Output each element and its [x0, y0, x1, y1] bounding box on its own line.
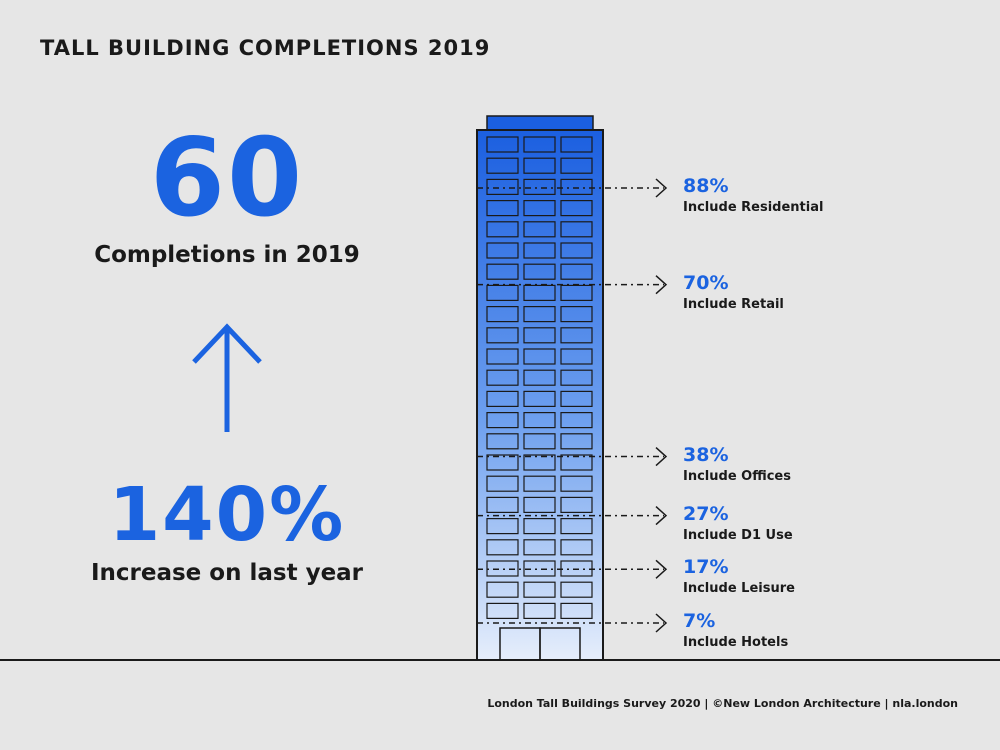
tower-window: [523, 136, 556, 153]
tower-window: [560, 602, 593, 620]
tower-window: [523, 581, 556, 598]
page-title: TALL BUILDING COMPLETIONS 2019: [40, 36, 491, 60]
tower-window: [523, 200, 556, 217]
tower-window: [560, 327, 593, 344]
tower-window: [560, 560, 593, 577]
callout-arrow-icon: [655, 613, 668, 633]
callout-percent: 70%: [683, 271, 729, 294]
tower-window: [523, 178, 556, 195]
tower-window: [523, 560, 556, 577]
tower-window: [523, 242, 556, 259]
tower-window: [523, 157, 556, 174]
tower-window: [486, 157, 519, 174]
tower-window: [523, 263, 556, 280]
tower-window: [523, 390, 556, 407]
tower-window: [486, 581, 519, 598]
tower-window: [486, 433, 519, 450]
tower-window: [560, 178, 593, 195]
tower-window: [560, 496, 593, 513]
callout-label: Include Residential: [683, 200, 824, 215]
tower-windows: [486, 136, 593, 620]
callout-label: Include Hotels: [683, 635, 789, 650]
tower-window: [523, 475, 556, 492]
tower-window: [560, 136, 593, 153]
tower-window: [523, 412, 556, 429]
tower-window: [560, 454, 593, 471]
tower-window: [560, 369, 593, 386]
tower-window: [486, 412, 519, 429]
increase-label: Increase on last year: [90, 560, 364, 586]
tower-window: [560, 306, 593, 323]
tower-window: [523, 517, 556, 535]
tower-window: [486, 539, 519, 556]
source-note: London Tall Buildings Survey 2020 | ©New…: [487, 697, 958, 710]
tower-window: [486, 496, 519, 513]
tower-window: [486, 200, 519, 217]
callout-arrow-icon: [655, 559, 668, 579]
tower-window: [560, 517, 593, 535]
tower-roof: [486, 115, 594, 131]
tower-window: [486, 390, 519, 407]
tower-window: [523, 348, 556, 365]
callout-label: Include D1 Use: [683, 527, 793, 543]
tower-window: [523, 602, 556, 620]
callout-percent: 7%: [683, 610, 716, 632]
tower-window: [523, 496, 556, 513]
callout-lines: [477, 178, 668, 633]
tower-window: [560, 539, 593, 556]
tower-window: [523, 454, 556, 471]
tower-window: [486, 242, 519, 259]
tower-door-right: [539, 627, 581, 661]
tower-window: [486, 560, 519, 577]
tower-window: [560, 433, 593, 450]
completions-label: Completions in 2019: [94, 242, 360, 268]
tower-window: [486, 475, 519, 492]
callout-arrow-icon: [655, 275, 668, 295]
callout-label: Include Retail: [683, 296, 784, 312]
callout-percent: 17%: [683, 556, 729, 579]
tower-window: [523, 284, 556, 301]
tower-window: [560, 475, 593, 492]
tower-window: [560, 581, 593, 598]
tower-window: [486, 602, 519, 620]
callout-percent: 88%: [683, 175, 729, 197]
tower-window: [560, 390, 593, 407]
tower-window: [486, 327, 519, 344]
tower-window: [560, 412, 593, 429]
callout-percent: 38%: [683, 443, 729, 466]
tower-window: [523, 221, 556, 238]
tower-window: [486, 221, 519, 238]
tower-window: [523, 306, 556, 323]
tower-window: [523, 327, 556, 344]
increase-value: 140%: [108, 472, 346, 558]
callout-label: Include Offices: [683, 468, 791, 484]
tower-window: [560, 221, 593, 238]
callout-arrow-icon: [655, 446, 668, 467]
tower-window: [486, 263, 519, 280]
callout-label: Include Leisure: [683, 581, 795, 597]
tower-body: [476, 129, 604, 661]
tower-window: [486, 306, 519, 323]
completions-value: 60: [149, 116, 305, 241]
tower-window: [560, 348, 593, 365]
tower-window: [523, 433, 556, 450]
tower-window: [560, 242, 593, 259]
tower-window: [486, 284, 519, 301]
tower-window: [486, 136, 519, 153]
tower-window: [486, 348, 519, 365]
tower-window: [486, 178, 519, 195]
tower-window: [560, 200, 593, 217]
tower-window: [560, 157, 593, 174]
tower-window: [523, 369, 556, 386]
up-arrow-icon: [192, 323, 262, 432]
callout-arrow-icon: [655, 506, 668, 526]
callout-percent: 27%: [683, 502, 729, 525]
tower-window: [486, 517, 519, 535]
tower-window: [523, 539, 556, 556]
callout-arrow-icon: [655, 178, 668, 198]
tower-window: [486, 454, 519, 471]
tower-window: [560, 263, 593, 280]
tower-window: [486, 369, 519, 386]
